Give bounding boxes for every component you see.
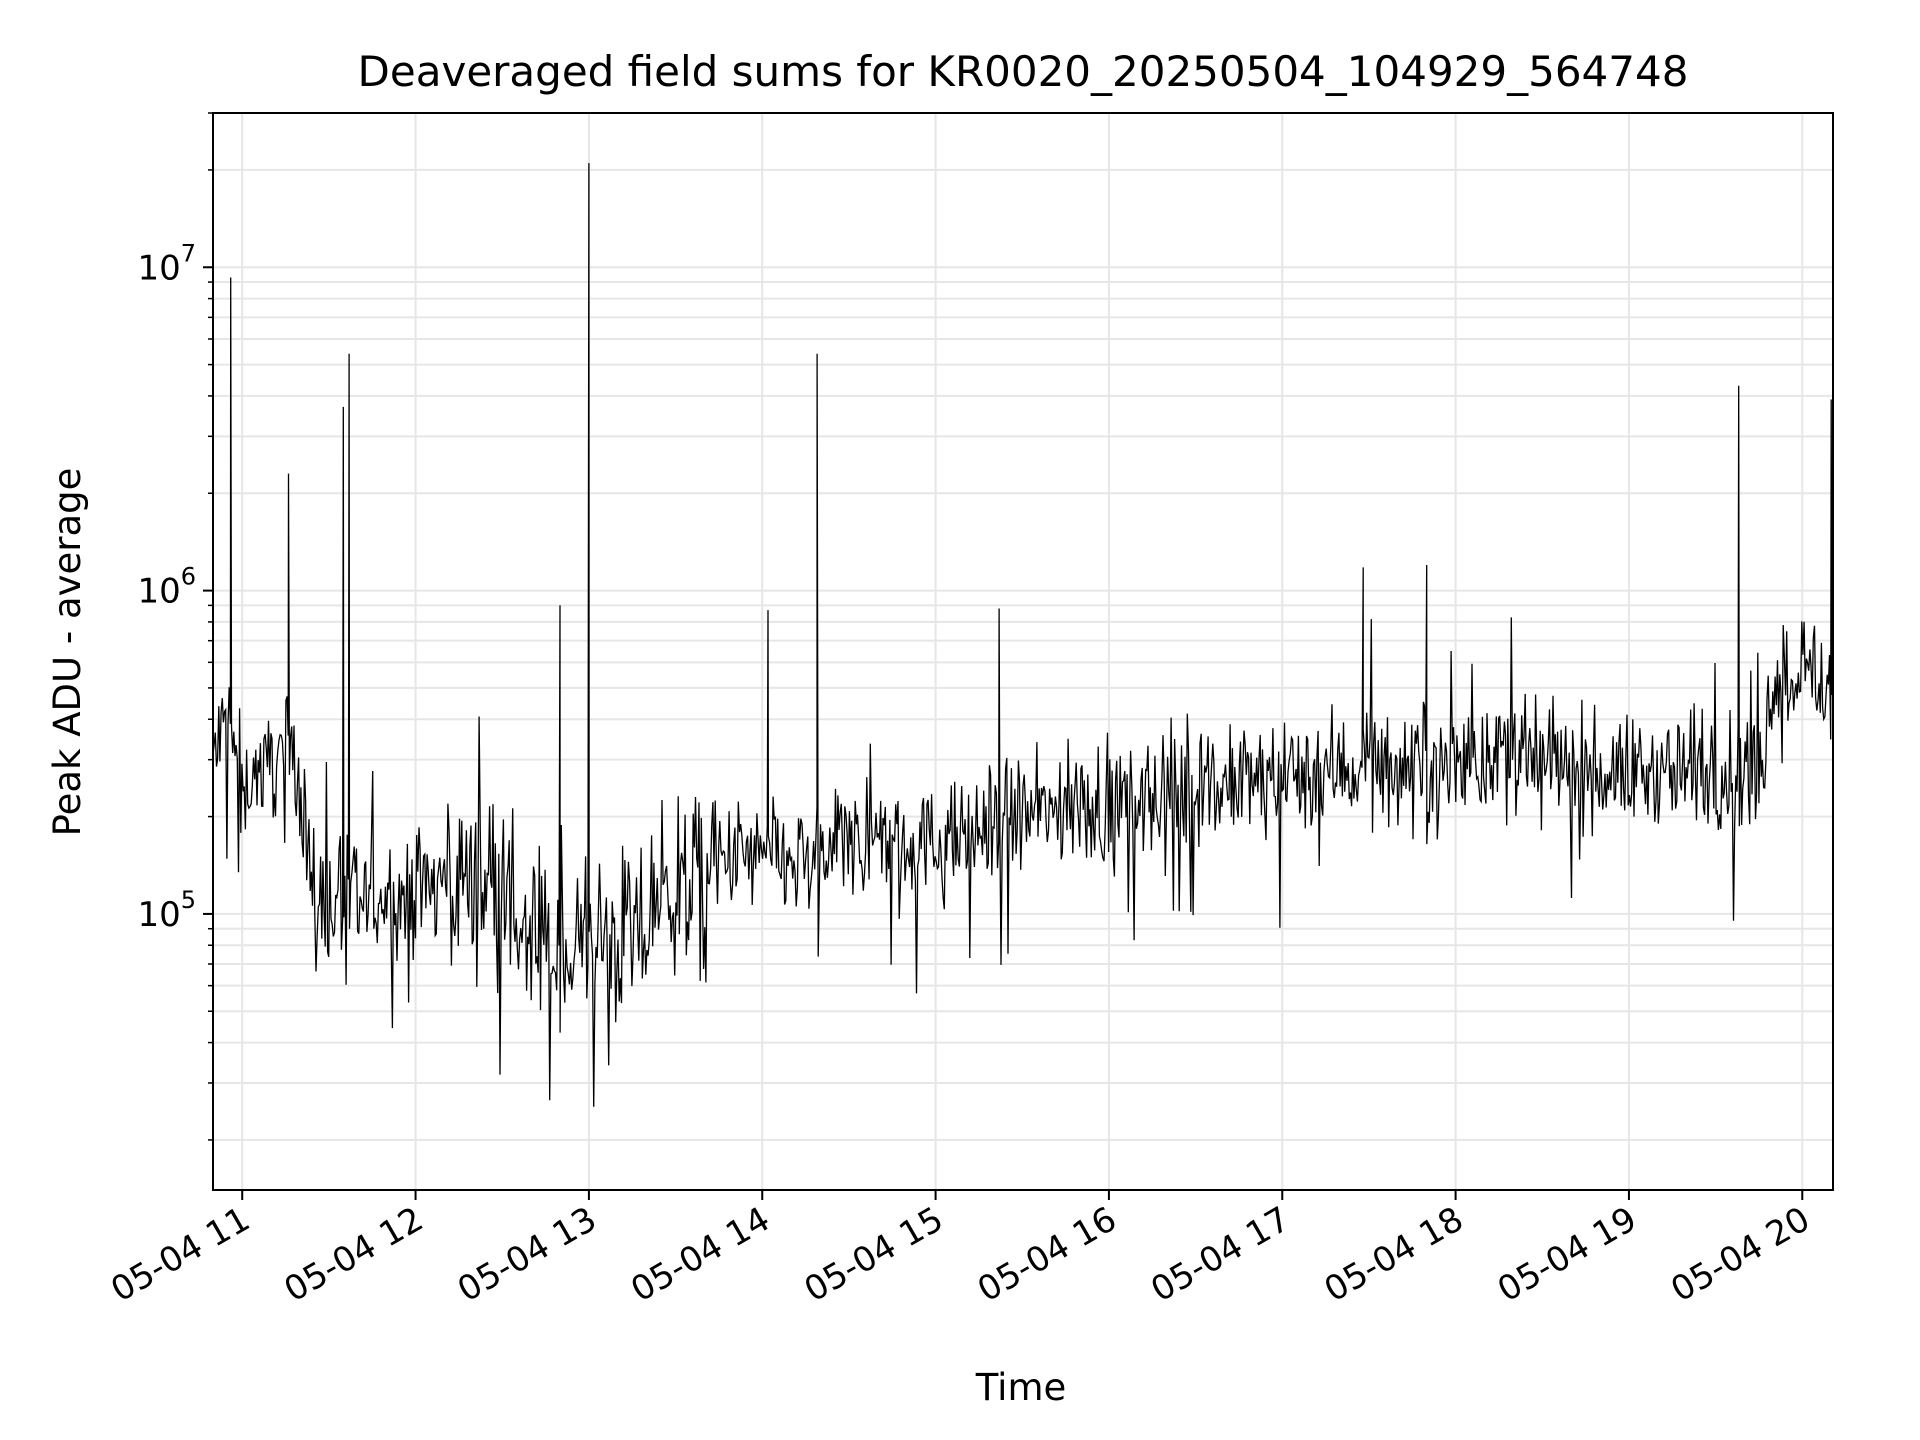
chart-title: Deaveraged field sums for KR0020_2025050… [358, 47, 1689, 96]
x-axis-label: Time [975, 1366, 1067, 1409]
y-tick-label: 107 [137, 239, 196, 288]
series-line [212, 163, 1834, 1107]
y-tick-label: 105 [137, 886, 196, 935]
plot-frame [212, 112, 1834, 1191]
data-series [212, 163, 1834, 1107]
y-axis-label: Peak ADU - average [46, 468, 89, 837]
y-tick-label: 106 [137, 563, 196, 612]
